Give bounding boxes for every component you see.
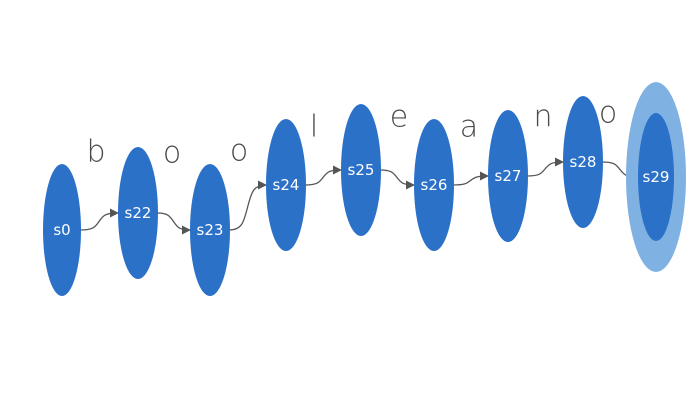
transition-label-s27-s28: n (533, 100, 552, 135)
state-ellipse-s25 (341, 104, 381, 236)
state-ellipse-s28 (563, 96, 603, 228)
state-node-s25: s25 (341, 104, 381, 236)
state-node-s22: s22 (118, 147, 158, 279)
transition-arrow-s0-s22 (79, 208, 119, 231)
state-node-s24: s24 (266, 119, 306, 251)
state-label-s29: s29 (643, 168, 670, 186)
state-node-s26: s26 (414, 119, 454, 251)
transition-label-s26-s27: a (460, 110, 478, 145)
transition-label-s23-s24: o (230, 134, 248, 169)
state-node-s28: s28 (563, 96, 603, 228)
state-label-s27: s27 (495, 167, 522, 185)
state-label-s28: s28 (570, 153, 597, 171)
transition-label-s22-s23: o (163, 136, 181, 171)
state-ellipse-s0 (43, 164, 81, 296)
state-label-s26: s26 (421, 176, 448, 194)
state-node-s23: s23 (190, 164, 230, 296)
state-label-s25: s25 (348, 161, 375, 179)
transition-arrow-s27-s28 (526, 157, 564, 177)
state-ellipse-s24 (266, 119, 306, 251)
transition-label-s25-s26: e (390, 100, 408, 135)
state-node-s27: s27 (488, 110, 528, 242)
transition-label-s24-s25: l (310, 110, 318, 145)
transition-arrow-s22-s23 (156, 212, 191, 235)
transition-arrow-s26-s27 (452, 171, 489, 186)
state-label-s23: s23 (197, 221, 224, 239)
state-ellipse-s29 (638, 113, 674, 241)
transition-arrow-s24-s25 (304, 165, 342, 186)
state-node-s29: s29 (626, 82, 686, 272)
transition-label-s28-s29: o (599, 96, 617, 131)
state-ellipse-s27 (488, 110, 528, 242)
state-ellipse-s22 (118, 147, 158, 279)
state-node-s0: s0 (43, 164, 81, 296)
state-label-s22: s22 (125, 204, 152, 222)
state-label-s0: s0 (53, 221, 70, 239)
transition-arrow-s23-s24 (228, 180, 267, 231)
state-label-s24: s24 (273, 176, 300, 194)
transition-label-s0-s22: b (86, 135, 105, 170)
state-ellipse-s23 (190, 164, 230, 296)
state-ellipse-s26 (414, 119, 454, 251)
transition-arrow-s25-s26 (379, 169, 415, 190)
